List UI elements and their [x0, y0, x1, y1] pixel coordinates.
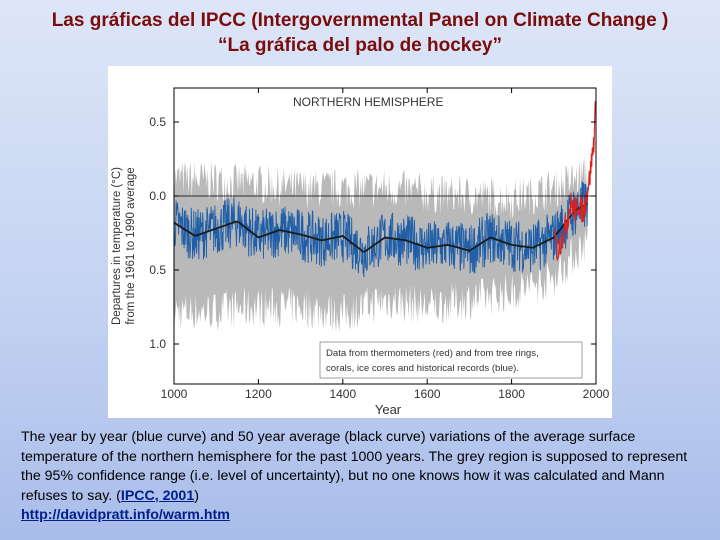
y-tick-label: 0.5 [149, 263, 166, 277]
proxy-series-layer [173, 181, 589, 278]
smooth-series-line [173, 202, 589, 253]
x-tick-label: 1800 [498, 387, 525, 401]
ipcc-2001-link[interactable]: IPCC, 2001 [120, 487, 195, 504]
x-tick-label: 1200 [245, 387, 272, 401]
slide-title-line-1: Las gráficas del IPCC (Intergovernmental… [51, 10, 669, 31]
smooth-series-layer [173, 202, 589, 253]
caption-close-paren: ) [194, 487, 199, 504]
y-tick-label: 0.0 [149, 189, 166, 203]
x-tick-label: 1400 [329, 387, 356, 401]
slide-title-line-2: “La gráfica del palo de hockey” [217, 35, 503, 56]
chart-title: NORTHERN HEMISPHERE [293, 95, 443, 109]
axes-layer: 1000 1200 1400 1600 1800 2000 0.5 0.0 0.5 1.0 [149, 88, 610, 401]
caption-text: The year by year (blue curve) and 50 yea… [21, 429, 688, 504]
x-axis-label: Year [375, 402, 402, 417]
legend-text-line-1: Data from thermometers (red) and from tr… [326, 348, 539, 359]
slide-title: Las gráficas del IPCC (Intergovernmental… [0, 8, 720, 58]
instrumental-series-line [554, 100, 596, 261]
temperature-chart: 1000 1200 1400 1600 1800 2000 0.5 0.0 0.5 1.0 NOR… [111, 87, 610, 417]
legend-box [319, 341, 583, 379]
proxy-series-line [173, 181, 589, 278]
y-axis-label-line-1: Departures in temperature (°C) [111, 167, 123, 325]
x-tick-label: 1000 [161, 387, 188, 401]
source-url-link[interactable]: http://davidpratt.info/warm.htm [21, 507, 230, 523]
y-axis-label-line-2: from the 1961 to 1990 average [125, 167, 137, 324]
instrumental-series-layer [554, 100, 596, 261]
hockey-stick-figure: 1000 1200 1400 1600 1800 2000 0.5 0.0 0.5 1.0 NOR… [108, 66, 612, 418]
legend-text-line-2: corals, ice cores and historical records… [326, 363, 519, 374]
y-tick-label: 1.0 [149, 337, 166, 351]
x-tick-label: 1600 [414, 387, 441, 401]
caption: The year by year (blue curve) and 50 yea… [21, 428, 701, 526]
x-tick-label: 2000 [583, 387, 610, 401]
y-tick-label: 0.5 [149, 115, 166, 129]
plot-frame [173, 87, 597, 385]
